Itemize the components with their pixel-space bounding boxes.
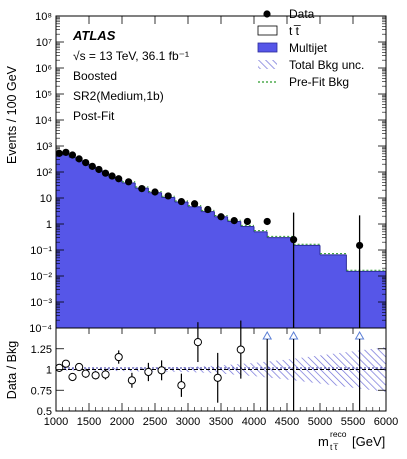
legend-data-marker <box>263 10 271 18</box>
x-tick-label: 2000 <box>110 416 134 428</box>
ratio-point <box>75 362 84 372</box>
x-tick-label: 3000 <box>176 416 200 428</box>
ratio-offscale-marker <box>354 330 365 340</box>
legend-data-label: Data <box>289 7 315 21</box>
x-axis-title-sup: reco <box>330 429 347 439</box>
data-point <box>230 217 238 225</box>
ratio-point <box>81 369 90 378</box>
ratio-point <box>193 338 202 347</box>
y-tick-label: 10⁻⁴ <box>29 323 52 335</box>
fit-label: Post-Fit <box>73 109 115 123</box>
data-point <box>164 192 172 200</box>
data-point <box>82 158 90 167</box>
energy-lumi-label: √s = 13 TeV, 36.1 fb⁻¹ <box>73 49 189 63</box>
ratio-point <box>61 359 71 368</box>
y-tick-label: 10⁴ <box>35 115 52 127</box>
x-tick-label: 5000 <box>308 416 332 428</box>
data-point <box>191 200 199 208</box>
data-point <box>108 172 116 180</box>
y-tick-label: 10⁵ <box>35 89 52 101</box>
data-point <box>217 213 225 221</box>
data-point <box>290 236 298 244</box>
ratio-y-tick-label: 1.25 <box>31 344 52 356</box>
ratio-point <box>236 345 245 354</box>
boosted-label: Boosted <box>73 69 117 83</box>
region-label: SR2(Medium,1b) <box>73 89 164 103</box>
x-axis-title-sub: t t̅ <box>330 442 339 452</box>
data-point <box>55 149 63 157</box>
data-point <box>75 155 83 163</box>
data-point <box>62 148 70 156</box>
x-tick-label: 1500 <box>77 416 101 428</box>
x-tick-label: 2500 <box>143 416 167 428</box>
legend-multijet-swatch <box>257 42 278 53</box>
data-point <box>356 241 364 250</box>
y-tick-label: 10⁻¹ <box>30 245 52 257</box>
data-point <box>101 169 110 177</box>
ratio-point <box>55 363 64 372</box>
legend-ttbar-label: t t̅ <box>289 24 301 38</box>
ratio-point <box>91 371 100 380</box>
ratio-point <box>177 381 186 390</box>
ratio-point <box>101 370 110 379</box>
x-tick-label: 1000 <box>44 416 68 428</box>
y-tick-label: 10⁸ <box>35 11 52 23</box>
ratio-offscale-marker <box>288 330 299 340</box>
y-tick-label: 10⁻² <box>30 271 52 283</box>
ratio-point <box>68 372 77 382</box>
x-tick-label: 4500 <box>275 416 299 428</box>
data-point <box>204 205 212 214</box>
legend-ttbar-swatch <box>257 25 278 36</box>
data-point <box>263 217 271 226</box>
ratio-point <box>144 367 153 377</box>
ratio-y-tick-label: 0.75 <box>31 385 52 397</box>
data-point <box>68 151 77 159</box>
y-axis-label: Events / 100 GeV <box>5 65 19 164</box>
x-axis-title-main: m <box>318 434 329 449</box>
legend: Data t t̅ Multijet Total Bkg unc. Pre-Fi… <box>257 7 364 89</box>
y-tick-label: 1 <box>46 219 52 231</box>
y-tick-label: 10² <box>36 167 52 179</box>
x-axis-title: m reco t t̅ [GeV] <box>318 429 385 452</box>
data-point <box>177 197 185 206</box>
x-tick-label: 5500 <box>341 416 365 428</box>
x-tick-label: 4000 <box>242 416 266 428</box>
atlas-label: ATLAS <box>72 28 116 43</box>
legend-unc-swatch <box>258 60 277 69</box>
y-tick-label: 10 <box>40 193 52 205</box>
ratio-point <box>157 366 166 375</box>
main-panel: 10⁻⁴ 10⁻³ 10⁻² 10⁻¹ 1 10 10² 10³ 10⁴ 10⁵ 10⁶ 10⁷ 10⁸ <box>29 11 387 335</box>
x-tick-label: 6000 <box>374 416 398 428</box>
data-point <box>243 217 251 226</box>
ratio-y-tick-label: 0.5 <box>37 406 52 418</box>
legend-prefit-label: Pre-Fit Bkg <box>289 75 349 89</box>
data-point <box>95 165 103 174</box>
legend-multijet-label: Multijet <box>289 41 328 55</box>
y-tick-label: 10³ <box>36 141 52 153</box>
data-point <box>138 184 146 193</box>
data-point <box>88 162 96 170</box>
data-point <box>125 178 133 186</box>
ratio-y-tick-label: 1 <box>46 365 52 377</box>
y-tick-label: 10⁻³ <box>30 297 52 309</box>
ratio-offscale-marker <box>262 330 273 340</box>
ratio-point <box>127 376 136 385</box>
legend-unc-label: Total Bkg unc. <box>289 58 364 72</box>
x-axis-title-unit: [GeV] <box>352 434 385 449</box>
ratio-panel: 0.5 0.75 1 1.25 1000 1500 2000 2500 3000 3500 4000… <box>31 320 398 428</box>
data-point <box>151 188 159 196</box>
y-tick-label: 10⁶ <box>35 63 52 75</box>
ratio-point <box>114 352 123 362</box>
multijet-area <box>56 153 386 328</box>
ratio-point <box>213 373 222 382</box>
data-point <box>115 175 123 183</box>
x-tick-label: 3500 <box>209 416 233 428</box>
y-tick-label: 10⁷ <box>36 37 52 49</box>
ratio-y-axis-label: Data / Bkg <box>5 341 19 399</box>
